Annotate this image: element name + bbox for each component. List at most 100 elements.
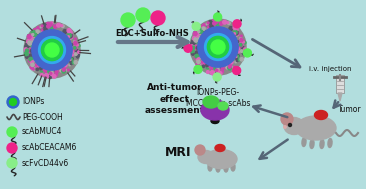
Circle shape	[44, 27, 48, 31]
Circle shape	[69, 36, 72, 39]
Circle shape	[240, 39, 242, 40]
Circle shape	[206, 23, 208, 25]
Circle shape	[78, 51, 80, 53]
Circle shape	[40, 26, 42, 28]
Circle shape	[202, 61, 205, 64]
Circle shape	[216, 69, 218, 71]
Circle shape	[227, 65, 230, 67]
Circle shape	[199, 26, 202, 28]
Circle shape	[192, 40, 194, 42]
Circle shape	[184, 44, 192, 52]
Ellipse shape	[302, 138, 306, 146]
Circle shape	[45, 70, 47, 72]
Circle shape	[47, 25, 50, 28]
Circle shape	[197, 56, 201, 59]
Circle shape	[215, 73, 218, 76]
Circle shape	[27, 35, 30, 37]
Circle shape	[212, 26, 215, 28]
Circle shape	[29, 54, 33, 58]
Circle shape	[40, 69, 43, 72]
Text: scAbMUC4: scAbMUC4	[22, 128, 63, 136]
Circle shape	[31, 35, 34, 38]
Circle shape	[31, 67, 35, 71]
Circle shape	[284, 126, 286, 128]
Circle shape	[62, 32, 64, 34]
Circle shape	[46, 74, 49, 78]
Circle shape	[37, 65, 40, 68]
Circle shape	[77, 55, 79, 57]
Circle shape	[233, 30, 237, 34]
Circle shape	[69, 59, 71, 60]
Circle shape	[76, 53, 79, 57]
Circle shape	[44, 25, 48, 29]
Circle shape	[44, 28, 47, 32]
Circle shape	[31, 34, 34, 37]
Circle shape	[49, 23, 52, 26]
Text: Tumor: Tumor	[338, 105, 362, 115]
Circle shape	[33, 33, 36, 36]
Circle shape	[213, 22, 216, 25]
Circle shape	[234, 66, 235, 68]
Circle shape	[202, 65, 205, 67]
Circle shape	[226, 63, 230, 67]
Circle shape	[63, 67, 66, 70]
Circle shape	[217, 70, 219, 73]
Circle shape	[72, 61, 75, 64]
Text: scFvCD44v6: scFvCD44v6	[22, 159, 69, 167]
Ellipse shape	[216, 164, 220, 172]
Circle shape	[235, 61, 237, 63]
Ellipse shape	[205, 149, 237, 169]
Circle shape	[196, 46, 199, 49]
Circle shape	[45, 28, 47, 30]
Circle shape	[45, 24, 47, 26]
Circle shape	[72, 45, 75, 48]
Circle shape	[74, 42, 76, 43]
Circle shape	[72, 51, 74, 53]
Circle shape	[50, 22, 53, 25]
Circle shape	[32, 34, 34, 36]
Circle shape	[74, 61, 77, 64]
Ellipse shape	[328, 139, 332, 147]
Circle shape	[226, 66, 228, 69]
Circle shape	[216, 19, 219, 22]
Circle shape	[196, 63, 199, 66]
Circle shape	[210, 24, 214, 28]
Circle shape	[60, 69, 63, 72]
Text: IONPs: IONPs	[22, 98, 44, 106]
Circle shape	[55, 70, 58, 73]
Circle shape	[217, 67, 219, 68]
Circle shape	[33, 68, 34, 70]
Circle shape	[72, 54, 74, 56]
Circle shape	[195, 51, 199, 55]
Circle shape	[31, 31, 33, 33]
Circle shape	[41, 74, 43, 76]
Circle shape	[242, 41, 245, 44]
Ellipse shape	[224, 164, 228, 172]
Circle shape	[228, 66, 232, 70]
Circle shape	[206, 71, 209, 73]
Circle shape	[191, 41, 195, 45]
Circle shape	[199, 30, 202, 33]
Circle shape	[136, 8, 150, 22]
Circle shape	[45, 73, 46, 74]
Circle shape	[25, 44, 29, 48]
Circle shape	[288, 123, 291, 126]
Ellipse shape	[218, 102, 228, 110]
Text: EDC+Sulfo-NHS: EDC+Sulfo-NHS	[115, 29, 189, 37]
Circle shape	[45, 75, 49, 78]
Circle shape	[198, 58, 200, 60]
Circle shape	[201, 28, 203, 30]
Circle shape	[26, 43, 28, 45]
Circle shape	[28, 45, 30, 46]
Circle shape	[233, 31, 236, 34]
Circle shape	[223, 20, 227, 24]
Circle shape	[49, 72, 52, 74]
Circle shape	[221, 67, 223, 69]
Circle shape	[235, 56, 237, 57]
Circle shape	[61, 68, 64, 70]
Circle shape	[69, 64, 71, 66]
Circle shape	[7, 158, 17, 168]
Text: Anti-tumor
effect
assessment: Anti-tumor effect assessment	[145, 83, 205, 115]
Circle shape	[202, 27, 205, 30]
Circle shape	[63, 29, 67, 33]
